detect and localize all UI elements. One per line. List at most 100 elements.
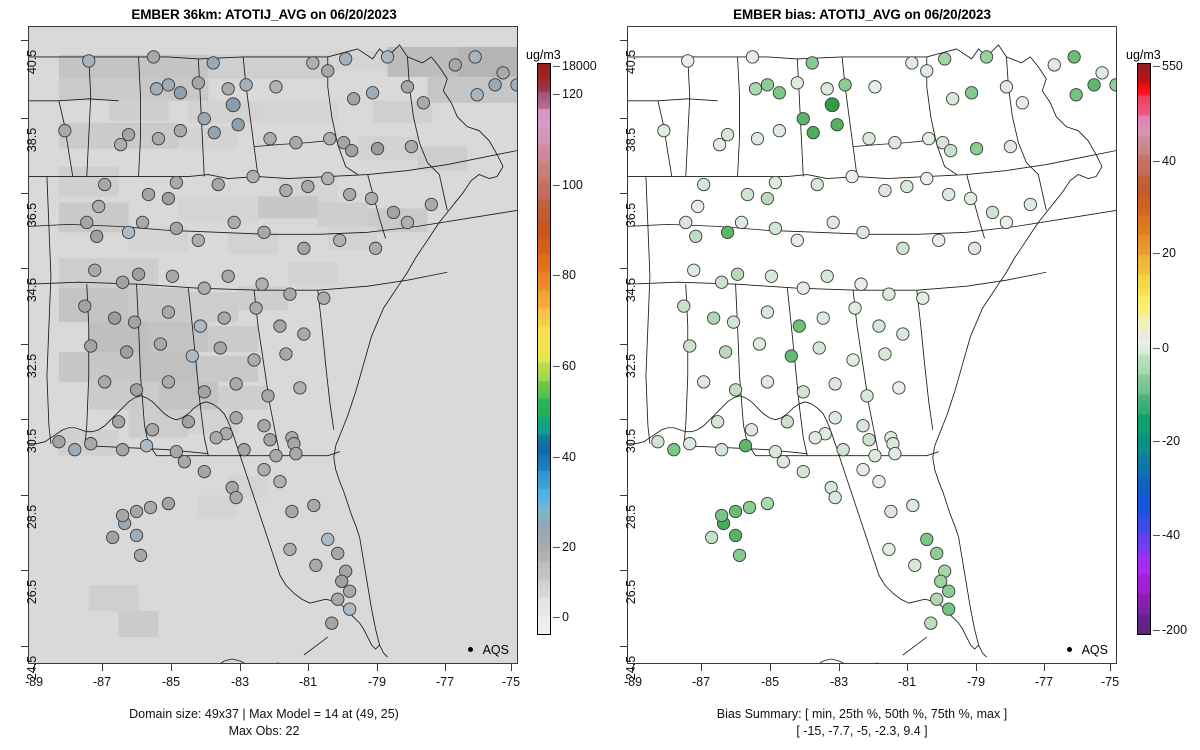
x-tick-label: -85 [760, 675, 780, 689]
map-canvas-bias [628, 27, 1116, 663]
x-tick-label: -89 [24, 675, 44, 689]
y-tick-label: 26.5 [25, 579, 39, 605]
aqs-bias-markers [651, 50, 1116, 630]
colorbar-tick-label: 18000 [562, 59, 597, 73]
y-tick-label: 38.5 [624, 127, 638, 153]
y-tick-label: 32.5 [25, 353, 39, 379]
x-tick-label: -75 [1100, 675, 1120, 689]
colorbar-unit-label-bias: ug/m3 [1126, 48, 1161, 62]
colorbar-tick-label: 20 [1162, 246, 1176, 260]
map-plot-model[interactable]: AQS [28, 26, 518, 664]
colorbar-tick [553, 547, 560, 548]
colorbar-tick-label: 20 [562, 540, 576, 554]
colorbar-tick-label: 0 [562, 610, 569, 624]
y-tick [620, 646, 627, 647]
aqs-legend-dot-icon [468, 647, 473, 652]
model-grid-cells [29, 27, 517, 663]
x-tick [102, 664, 103, 671]
x-tick [1110, 664, 1111, 671]
y-tick-label: 34.5 [624, 277, 638, 303]
x-tick-label: -87 [92, 675, 112, 689]
aqs-legend-label-model: AQS [482, 643, 509, 657]
x-tick-label: -79 [966, 675, 986, 689]
colorbar-tick [553, 617, 560, 618]
colorbar-tick [1153, 66, 1160, 67]
colorbar-tick [1153, 253, 1160, 254]
colorbar-tick [553, 94, 560, 95]
colorbar-tick-label: 80 [562, 268, 576, 282]
x-tick [907, 664, 908, 671]
y-tick [21, 646, 28, 647]
footer-model: Domain size: 49x37 | Max Model = 14 at (… [0, 706, 564, 740]
y-tick [21, 419, 28, 420]
x-tick [240, 664, 241, 671]
y-tick-label: 34.5 [25, 277, 39, 303]
colorbar-tick [553, 275, 560, 276]
x-tick-label: -81 [897, 675, 917, 689]
map-plot-bias[interactable]: AQS [627, 26, 1117, 664]
x-tick [770, 664, 771, 671]
colorbar-tick [553, 366, 560, 367]
x-tick-label: -83 [230, 675, 250, 689]
aqs-observation-markers-model [52, 50, 517, 630]
y-tick [21, 570, 28, 571]
aqs-legend-dot-icon-bias [1067, 647, 1072, 652]
x-tick-label: -75 [501, 675, 521, 689]
colorbar-tick-label: 40 [562, 450, 576, 464]
colorbar-tick-label: 40 [1162, 154, 1176, 168]
y-tick [21, 118, 28, 119]
y-tick-label: 38.5 [25, 127, 39, 153]
colorbar-tick [553, 66, 560, 67]
footer-line-2: Max Obs: 22 [228, 724, 300, 738]
y-tick [620, 570, 627, 571]
x-tick-label: -77 [1034, 675, 1054, 689]
colorbar-tick [1153, 535, 1160, 536]
x-tick-label: -79 [367, 675, 387, 689]
x-tick-label: -77 [435, 675, 455, 689]
colorbar-tick-label: 100 [562, 178, 583, 192]
x-tick [377, 664, 378, 671]
y-tick [21, 344, 28, 345]
y-tick [620, 268, 627, 269]
x-tick-label: -85 [161, 675, 181, 689]
x-tick [34, 664, 35, 671]
colorbar-gradient-model [537, 63, 551, 635]
page-title-bias: EMBER bias: ATOTIJ_AVG on 06/20/2023 [733, 7, 991, 22]
x-tick-label: -83 [829, 675, 849, 689]
x-tick-label: -89 [623, 675, 643, 689]
colorbar-tick [1153, 441, 1160, 442]
x-tick [511, 664, 512, 671]
y-tick-label: 30.5 [25, 428, 39, 454]
panel-model: EMBER 36km: ATOTIJ_AVG on 06/20/2023 [0, 7, 597, 740]
y-tick [21, 40, 28, 41]
y-tick-label: 36.5 [624, 202, 638, 228]
footer-line-1: Domain size: 49x37 | Max Model = 14 at (… [129, 707, 399, 721]
colorbar-tick [553, 185, 560, 186]
colorbar-gradient-bias [1137, 63, 1151, 635]
y-tick-label: 40.5 [25, 49, 39, 75]
y-tick-label: 28.5 [25, 504, 39, 530]
x-tick-label: -87 [691, 675, 711, 689]
y-tick [620, 419, 627, 420]
colorbar-unit-label: ug/m3 [526, 48, 561, 62]
colorbar-tick [1153, 348, 1160, 349]
colorbar-tick-label: 120 [562, 87, 583, 101]
map-canvas-model [29, 27, 517, 663]
y-tick [21, 268, 28, 269]
colorbar-tick-label: -20 [1162, 434, 1181, 448]
panel-bias: EMBER bias: ATOTIJ_AVG on 06/20/2023 [600, 0, 1200, 750]
x-tick-label: -81 [298, 675, 318, 689]
y-tick-label: 32.5 [624, 353, 638, 379]
y-tick-label: 26.5 [624, 579, 638, 605]
footer-line-2: [ -15, -7.7, -5, -2.3, 9.4 ] [796, 724, 928, 738]
colorbar-tick-label: 550 [1162, 59, 1183, 73]
colorbar-tick [1153, 161, 1160, 162]
y-tick-label: 40.5 [624, 49, 638, 75]
y-tick [620, 40, 627, 41]
aqs-legend-label-bias: AQS [1081, 643, 1108, 657]
x-tick [308, 664, 309, 671]
y-tick [620, 118, 627, 119]
colorbar-tick-label: -40 [1162, 528, 1181, 542]
y-tick [620, 193, 627, 194]
page-title: EMBER 36km: ATOTIJ_AVG on 06/20/2023 [131, 7, 397, 22]
